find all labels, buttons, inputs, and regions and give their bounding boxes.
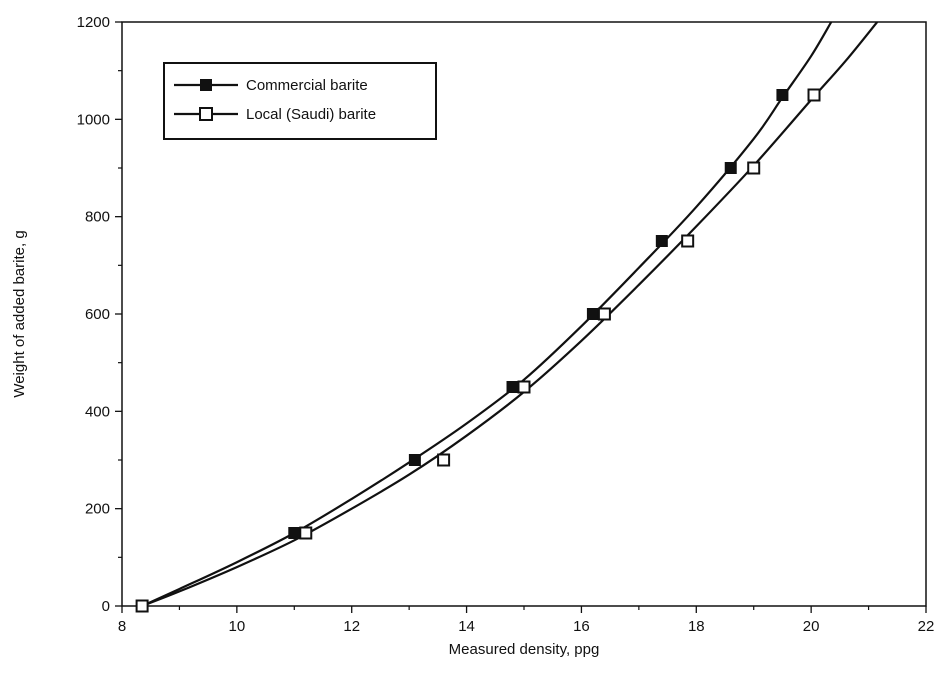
y-tick-label: 400 bbox=[85, 403, 110, 420]
x-tick-label: 12 bbox=[343, 618, 360, 635]
x-tick-label: 10 bbox=[229, 618, 246, 635]
data-point-local bbox=[681, 234, 695, 248]
x-tick-label: 20 bbox=[803, 618, 820, 635]
legend-label-commercial: Commercial barite bbox=[246, 77, 368, 94]
data-point-local bbox=[747, 161, 761, 175]
data-point-local bbox=[597, 307, 611, 321]
y-tick-label: 800 bbox=[85, 209, 110, 226]
data-point-local bbox=[437, 453, 451, 467]
x-tick-label: 16 bbox=[573, 618, 590, 635]
y-tick-label: 200 bbox=[85, 501, 110, 518]
y-tick-label: 0 bbox=[102, 598, 110, 615]
legend-box bbox=[163, 62, 437, 140]
x-tick-label: 8 bbox=[118, 618, 126, 635]
data-point-local bbox=[517, 380, 531, 394]
data-point-local bbox=[135, 599, 149, 613]
series-line-commercial bbox=[141, 22, 833, 606]
legend: Commercial barite Local (Saudi) barite bbox=[163, 62, 437, 140]
x-tick-label: 22 bbox=[918, 618, 935, 635]
y-tick-label: 1000 bbox=[77, 111, 110, 128]
data-point-commercial bbox=[288, 527, 301, 539]
data-point-local bbox=[299, 526, 313, 540]
legend-label-local: Local (Saudi) barite bbox=[246, 106, 376, 123]
data-point-commercial bbox=[724, 162, 737, 174]
y-tick-label: 600 bbox=[85, 306, 110, 323]
legend-marker-local bbox=[199, 107, 213, 121]
axes: 8 10 12 14 16 18 20 22 0 200 400 600 800 1000 1200 bbox=[77, 14, 935, 635]
x-axis-label: Measured density, ppg bbox=[449, 641, 600, 658]
legend-marker-commercial bbox=[200, 79, 212, 91]
series-markers bbox=[135, 88, 821, 613]
y-axis-label: Weight of added barite, g bbox=[11, 230, 28, 397]
data-point-commercial bbox=[655, 235, 668, 247]
data-point-local bbox=[807, 88, 821, 102]
data-point-commercial bbox=[776, 89, 789, 101]
data-point-commercial bbox=[586, 308, 599, 320]
data-point-commercial bbox=[408, 454, 421, 466]
x-tick-label: 14 bbox=[458, 618, 475, 635]
data-point-commercial bbox=[506, 381, 519, 393]
y-tick-label: 1200 bbox=[77, 14, 110, 31]
x-tick-label: 18 bbox=[688, 618, 705, 635]
